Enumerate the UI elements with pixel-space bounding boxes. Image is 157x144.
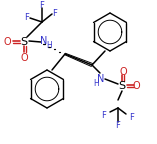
Text: F: F — [116, 122, 120, 130]
Text: F: F — [130, 113, 134, 123]
Text: N: N — [97, 74, 105, 84]
Text: F: F — [102, 111, 106, 121]
Text: F: F — [53, 8, 57, 18]
Text: F: F — [24, 13, 30, 21]
Text: S: S — [20, 37, 28, 47]
Text: O: O — [132, 81, 140, 91]
Text: F: F — [40, 1, 44, 11]
Text: S: S — [118, 81, 126, 91]
Text: H: H — [93, 78, 99, 88]
Text: O: O — [119, 67, 127, 77]
Text: O: O — [3, 37, 11, 47]
Text: N: N — [40, 36, 48, 46]
Text: H: H — [46, 40, 52, 50]
Text: O: O — [20, 53, 28, 63]
